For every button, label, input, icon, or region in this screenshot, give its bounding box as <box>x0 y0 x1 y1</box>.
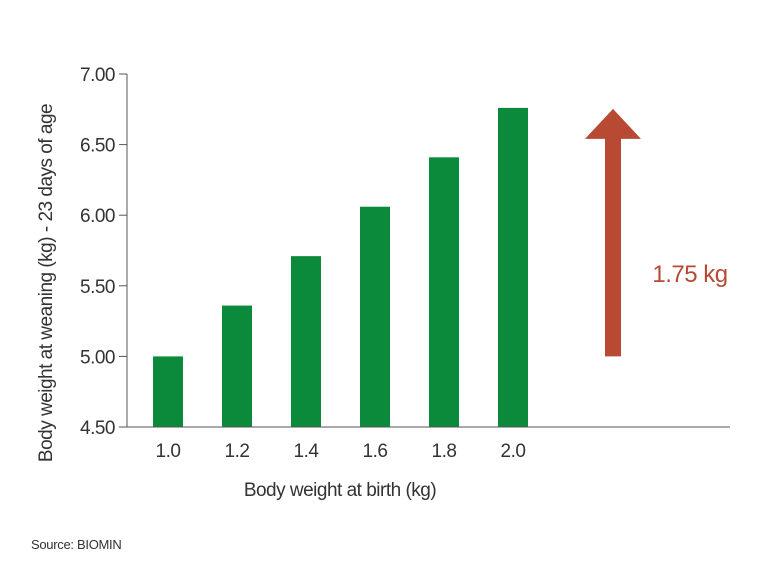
x-axis-ticks: 1.0 1.2 1.4 1.6 1.8 2.0 <box>156 441 526 462</box>
bar <box>222 305 252 427</box>
y-axis-label: Body weight at weaning (kg) - 23 days of… <box>36 104 57 462</box>
up-arrow-icon <box>585 108 641 357</box>
x-tick-label: 2.0 <box>501 441 526 462</box>
source-label: Source: BIOMIN <box>31 537 121 552</box>
y-tick-label: 5.00 <box>80 347 115 368</box>
x-tick-label: 1.4 <box>294 441 320 462</box>
bar <box>498 107 528 427</box>
x-axis-label: Body weight at birth (kg) <box>244 480 437 501</box>
annotation-label: 1.75 kg <box>652 261 727 288</box>
bar <box>153 356 183 427</box>
bars <box>153 107 528 428</box>
x-tick-label: 1.6 <box>363 441 388 462</box>
bar <box>291 256 321 427</box>
y-tick-label: 7.00 <box>80 65 115 86</box>
y-tick-label: 5.50 <box>80 277 115 298</box>
x-tick-label: 1.8 <box>432 441 457 462</box>
x-tick-label: 1.0 <box>156 441 181 462</box>
y-tick-label: 6.50 <box>80 136 115 157</box>
y-axis-ticks: 4.50 5.00 5.50 6.00 6.50 7.00 <box>80 65 127 439</box>
x-tick-label: 1.2 <box>225 441 250 462</box>
bar <box>429 157 459 428</box>
y-tick-label: 6.00 <box>80 206 115 227</box>
bar <box>360 206 390 427</box>
y-tick-label: 4.50 <box>80 418 115 439</box>
increase-annotation: 1.75 kg <box>585 108 728 357</box>
